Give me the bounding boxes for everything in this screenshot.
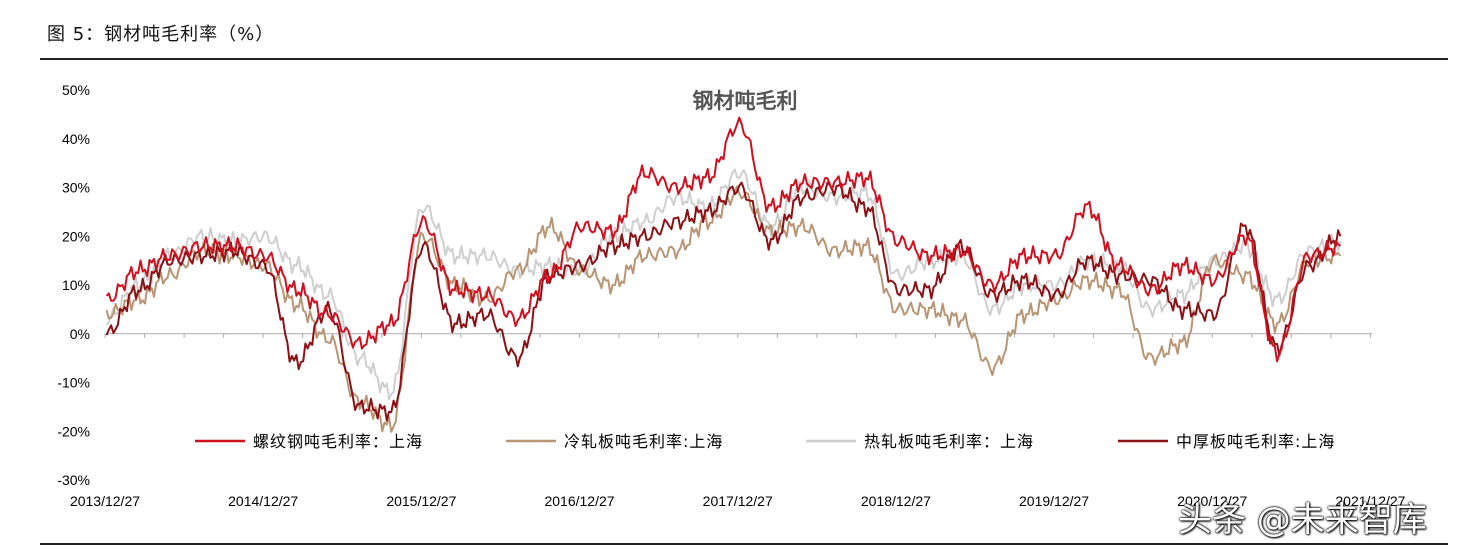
x-axis: 2013/12/27 2014/12/27 2015/12/27 2016/12/27… [70,333,1406,509]
top-rule [40,58,1448,60]
x-tick-label: 2016/12/27 [544,493,614,509]
legend-label: 冷轧板吨毛利率:上海 [564,432,723,451]
x-tick-label: 2021/12/27 [1335,493,1405,509]
y-tick-label: -20% [57,423,90,439]
figure-caption: 图 5：钢材吨毛利率（%） [47,24,275,45]
series-line [105,181,1342,422]
y-axis-labels: -30% -20% -10% 0% 10% 20% 30% 40% 50% [57,82,90,488]
y-tick-label: -30% [57,472,90,488]
series-lines [105,116,1342,433]
series-line [105,116,1342,363]
y-tick-label: 30% [62,180,90,196]
legend-label: 螺纹钢吨毛利率：上海 [253,432,423,451]
bottom-rule [40,543,1448,545]
y-tick-label: 40% [62,131,90,147]
legend-label: 热轧板吨毛利率：上海 [864,432,1034,451]
y-tick-label: 50% [62,82,90,98]
x-tick-label: 2019/12/27 [1019,493,1089,509]
x-tick-label: 2013/12/27 [70,493,140,509]
y-tick-label: 10% [62,277,90,293]
y-tick-label: 0% [70,326,90,342]
watermark-text: 头条 @未来智库 [1178,500,1427,540]
x-tick-label: 2020/12/27 [1177,493,1247,509]
y-tick-label: 20% [62,228,90,244]
x-tick-label: 2014/12/27 [228,493,298,509]
x-tick-label: 2015/12/27 [386,493,456,509]
x-tick-label: 2018/12/27 [861,493,931,509]
legend-label: 中厚板吨毛利率:上海 [1176,432,1335,451]
chart-title: 钢材吨毛利 [693,89,798,113]
x-tick-label: 2017/12/27 [703,493,773,509]
legend: 螺纹钢吨毛利率：上海 冷轧板吨毛利率:上海 热轧板吨毛利率：上海 中厚板吨毛利率:上海 [195,432,1335,451]
y-tick-label: -10% [57,375,90,391]
